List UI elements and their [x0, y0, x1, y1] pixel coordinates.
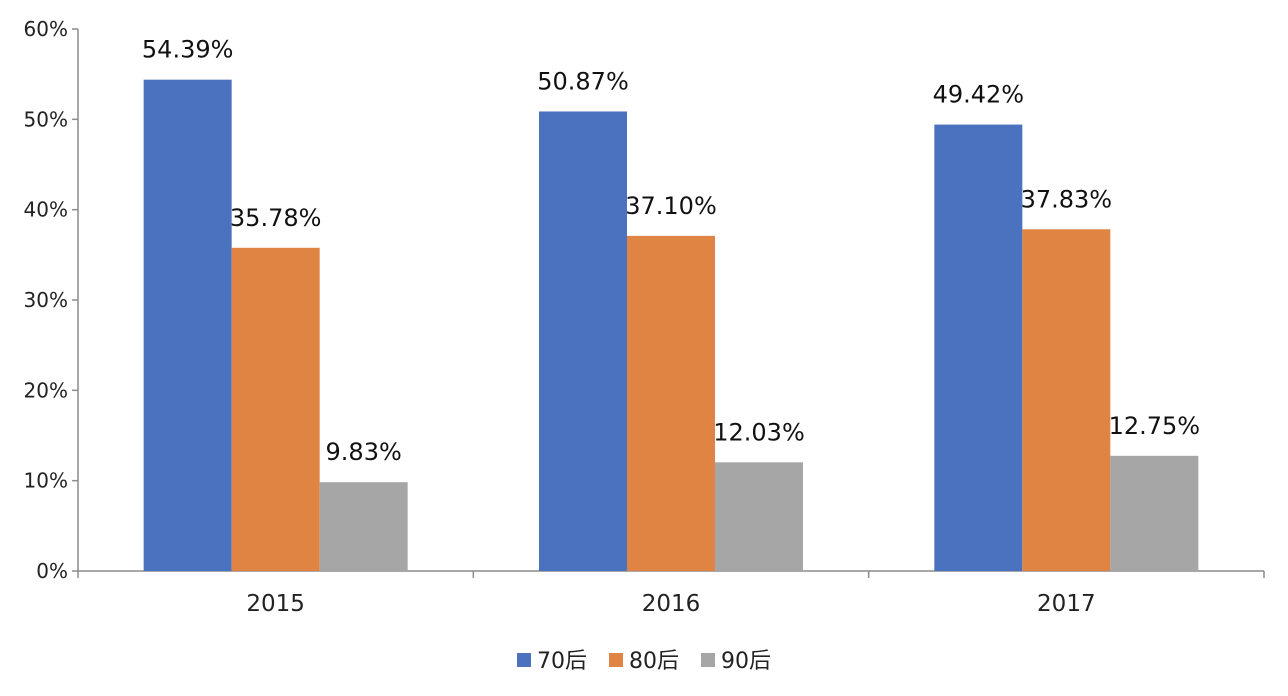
x-category-label: 2015: [246, 591, 305, 617]
legend-swatch: [609, 653, 623, 667]
y-tick-label: 10%: [24, 469, 68, 493]
bar-2015-1: [143, 79, 232, 571]
legend-item: 90后: [701, 649, 771, 674]
y-tick-label: 40%: [24, 198, 68, 222]
bar-2016-1: [539, 111, 627, 571]
legend-item: 80后: [609, 649, 679, 674]
data-label: 37.83%: [1021, 185, 1113, 213]
legend-label: 90后: [721, 649, 771, 674]
legend-label: 80后: [629, 649, 679, 674]
bar-2017-2: [1022, 229, 1111, 572]
bar-2015-2: [231, 247, 320, 571]
legend: 70后 80后 90后: [517, 649, 771, 674]
data-label: 35.78%: [230, 204, 322, 232]
data-label: 37.10%: [625, 192, 717, 220]
y-tick-label: 30%: [24, 288, 68, 312]
bar-2016-3: [715, 462, 803, 571]
data-label: 12.75%: [1109, 412, 1201, 440]
data-label: 12.03%: [713, 418, 805, 446]
y-axis: 0% 10% 20% 30% 40% 50% 60%: [24, 17, 79, 583]
legend-label: 70后: [537, 649, 587, 674]
y-tick-label: 20%: [24, 378, 68, 402]
data-label: 49.42%: [933, 81, 1025, 109]
data-labels: 54.39% 35.78% 9.83% 50.87% 37.10% 12.03% 49.42…: [142, 36, 1200, 467]
legend-swatch: [517, 653, 531, 667]
bars: [143, 79, 1199, 572]
x-category-label: 2017: [1037, 591, 1096, 617]
x-category-label: 2016: [642, 591, 701, 617]
bar-2017-1: [934, 124, 1023, 572]
x-axis: 2015 2016 2017: [77, 570, 1265, 617]
legend-swatch: [701, 653, 715, 667]
data-label: 9.83%: [326, 438, 402, 466]
bar-2016-2: [627, 235, 715, 571]
data-label: 54.39%: [142, 36, 234, 64]
bar-2017-3: [1110, 455, 1199, 571]
y-tick-label: 0%: [36, 559, 68, 583]
y-tick-label: 50%: [24, 107, 68, 131]
legend-item: 70后: [517, 649, 587, 674]
data-label: 50.87%: [537, 67, 629, 95]
bar-2015-3: [319, 482, 408, 571]
y-tick-label: 60%: [24, 17, 68, 41]
